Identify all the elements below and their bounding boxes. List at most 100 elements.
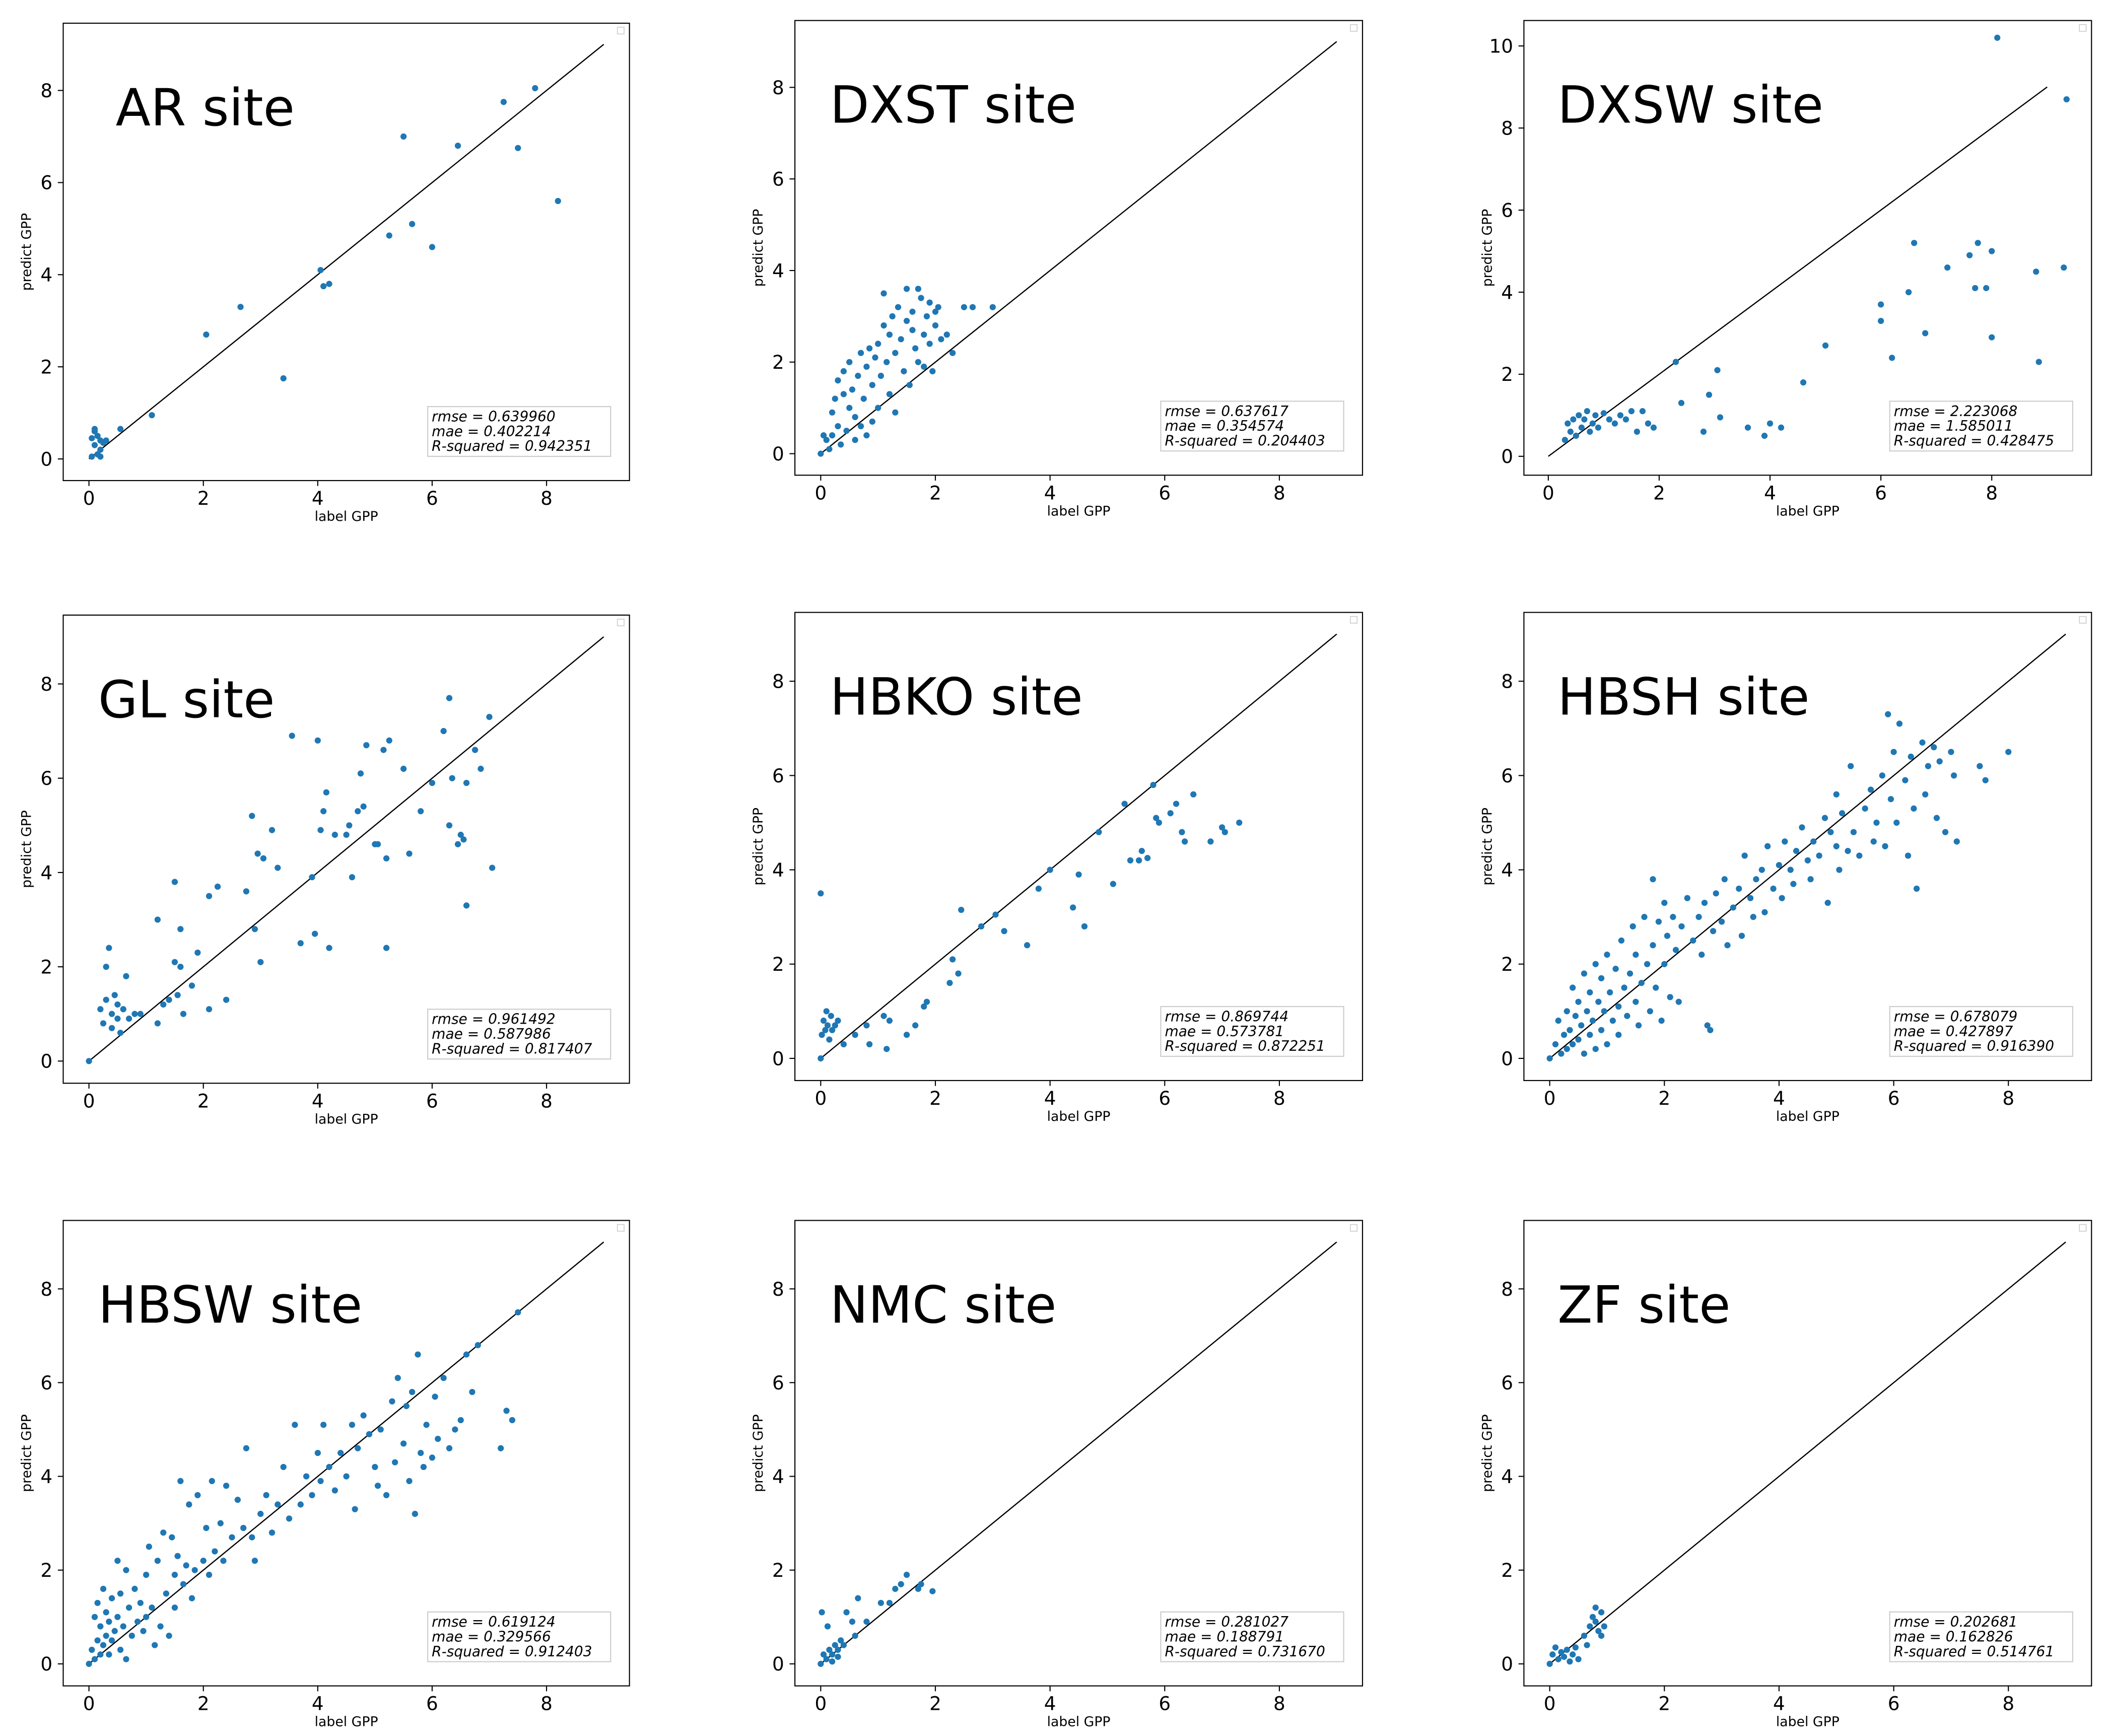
x-tick-label: 2 [929, 482, 941, 504]
data-point [1600, 410, 1607, 417]
y-tick-label: 6 [772, 1372, 784, 1394]
data-point [1615, 1003, 1622, 1010]
y-tick-label: 4 [1501, 281, 1513, 303]
stats-box [1160, 400, 1344, 452]
empty-legend-box [617, 27, 625, 35]
data-point [1081, 923, 1088, 930]
data-point [292, 1422, 298, 1428]
data-point [194, 1492, 201, 1498]
data-point [1589, 1017, 1596, 1024]
data-point [943, 331, 950, 338]
y-tick-label: 4 [772, 259, 784, 282]
data-point [1641, 914, 1648, 920]
data-point [1558, 1050, 1564, 1057]
data-point [918, 1581, 924, 1587]
data-point [1972, 285, 1979, 291]
stats-box [1889, 400, 2073, 452]
data-point [114, 1614, 121, 1620]
data-point [1983, 285, 1990, 291]
data-point [440, 1375, 447, 1381]
data-point [220, 1557, 227, 1564]
x-tick-label: 2 [1658, 1693, 1670, 1715]
data-point [898, 1581, 904, 1587]
data-point [1800, 379, 1807, 386]
data-point [1925, 763, 1932, 769]
data-point [1718, 918, 1725, 925]
data-point [1592, 961, 1599, 967]
data-point [1570, 1041, 1576, 1047]
data-point [314, 737, 321, 744]
data-point [89, 435, 95, 441]
data-point [326, 281, 332, 287]
data-point [1758, 866, 1765, 873]
identity-line [820, 1241, 1337, 1664]
stats-box [1889, 1611, 2073, 1662]
data-point [1698, 951, 1705, 958]
x-axis-label: label GPP [315, 1111, 378, 1127]
stat-r2: R-squared = 0.428475 [1894, 433, 2054, 449]
data-point [1236, 819, 1243, 826]
data-point [1127, 857, 1134, 864]
data-point [97, 446, 104, 453]
data-point [1922, 791, 1929, 798]
data-point [1604, 951, 1610, 958]
x-tick-label: 6 [1159, 482, 1171, 504]
data-point [391, 1459, 398, 1465]
x-tick-label: 0 [814, 1087, 827, 1109]
data-point [1592, 1618, 1599, 1625]
data-point [1836, 866, 1843, 873]
data-point [174, 1553, 181, 1559]
data-point [906, 382, 913, 388]
data-point [343, 831, 350, 838]
x-tick-label: 0 [1544, 1693, 1556, 1715]
data-point [309, 874, 315, 881]
y-tick-label: 2 [1501, 1559, 1513, 1581]
stat-r2: R-squared = 0.912403 [432, 1643, 592, 1660]
data-point [111, 992, 118, 998]
data-point [114, 1015, 121, 1022]
data-point [1661, 961, 1668, 967]
data-point [1595, 424, 1602, 431]
data-point [1138, 848, 1145, 854]
data-point [1966, 252, 1973, 258]
data-point [100, 1020, 107, 1027]
x-tick-label: 0 [83, 487, 95, 509]
data-point [1173, 800, 1180, 807]
data-point [1584, 1008, 1590, 1015]
y-tick-label: 4 [40, 264, 52, 286]
data-point [840, 1041, 847, 1047]
y-tick-label: 0 [1501, 1047, 1513, 1070]
data-point [869, 418, 875, 425]
data-point [383, 855, 390, 862]
data-point [149, 412, 155, 419]
y-tick-label: 0 [1501, 445, 1513, 468]
data-point [866, 1041, 873, 1047]
y-tick-label: 0 [40, 1653, 52, 1675]
data-point [1001, 928, 1007, 934]
data-point [992, 911, 999, 918]
data-point [1650, 942, 1656, 949]
stats-box [427, 1009, 611, 1060]
data-point [926, 299, 933, 306]
data-point [1607, 989, 1613, 996]
data-point [108, 1011, 115, 1017]
data-point [429, 244, 436, 250]
data-point [206, 1006, 213, 1013]
data-point [1706, 391, 1713, 398]
y-tick-label: 0 [772, 443, 784, 465]
data-point [877, 1599, 885, 1606]
data-point [463, 1351, 470, 1358]
stat-rmse: rmse = 0.637617 [1165, 403, 1288, 420]
data-point [826, 1036, 833, 1043]
data-point [1611, 420, 1618, 427]
y-tick-label: 4 [1501, 859, 1513, 881]
data-point [374, 1483, 381, 1489]
data-point [846, 359, 853, 365]
data-point [469, 1389, 475, 1395]
data-point [1560, 1653, 1568, 1660]
data-point [423, 1422, 430, 1428]
data-point [949, 350, 956, 356]
data-point [452, 1426, 458, 1433]
data-point [349, 1422, 356, 1428]
plot-frame [1523, 20, 2092, 476]
